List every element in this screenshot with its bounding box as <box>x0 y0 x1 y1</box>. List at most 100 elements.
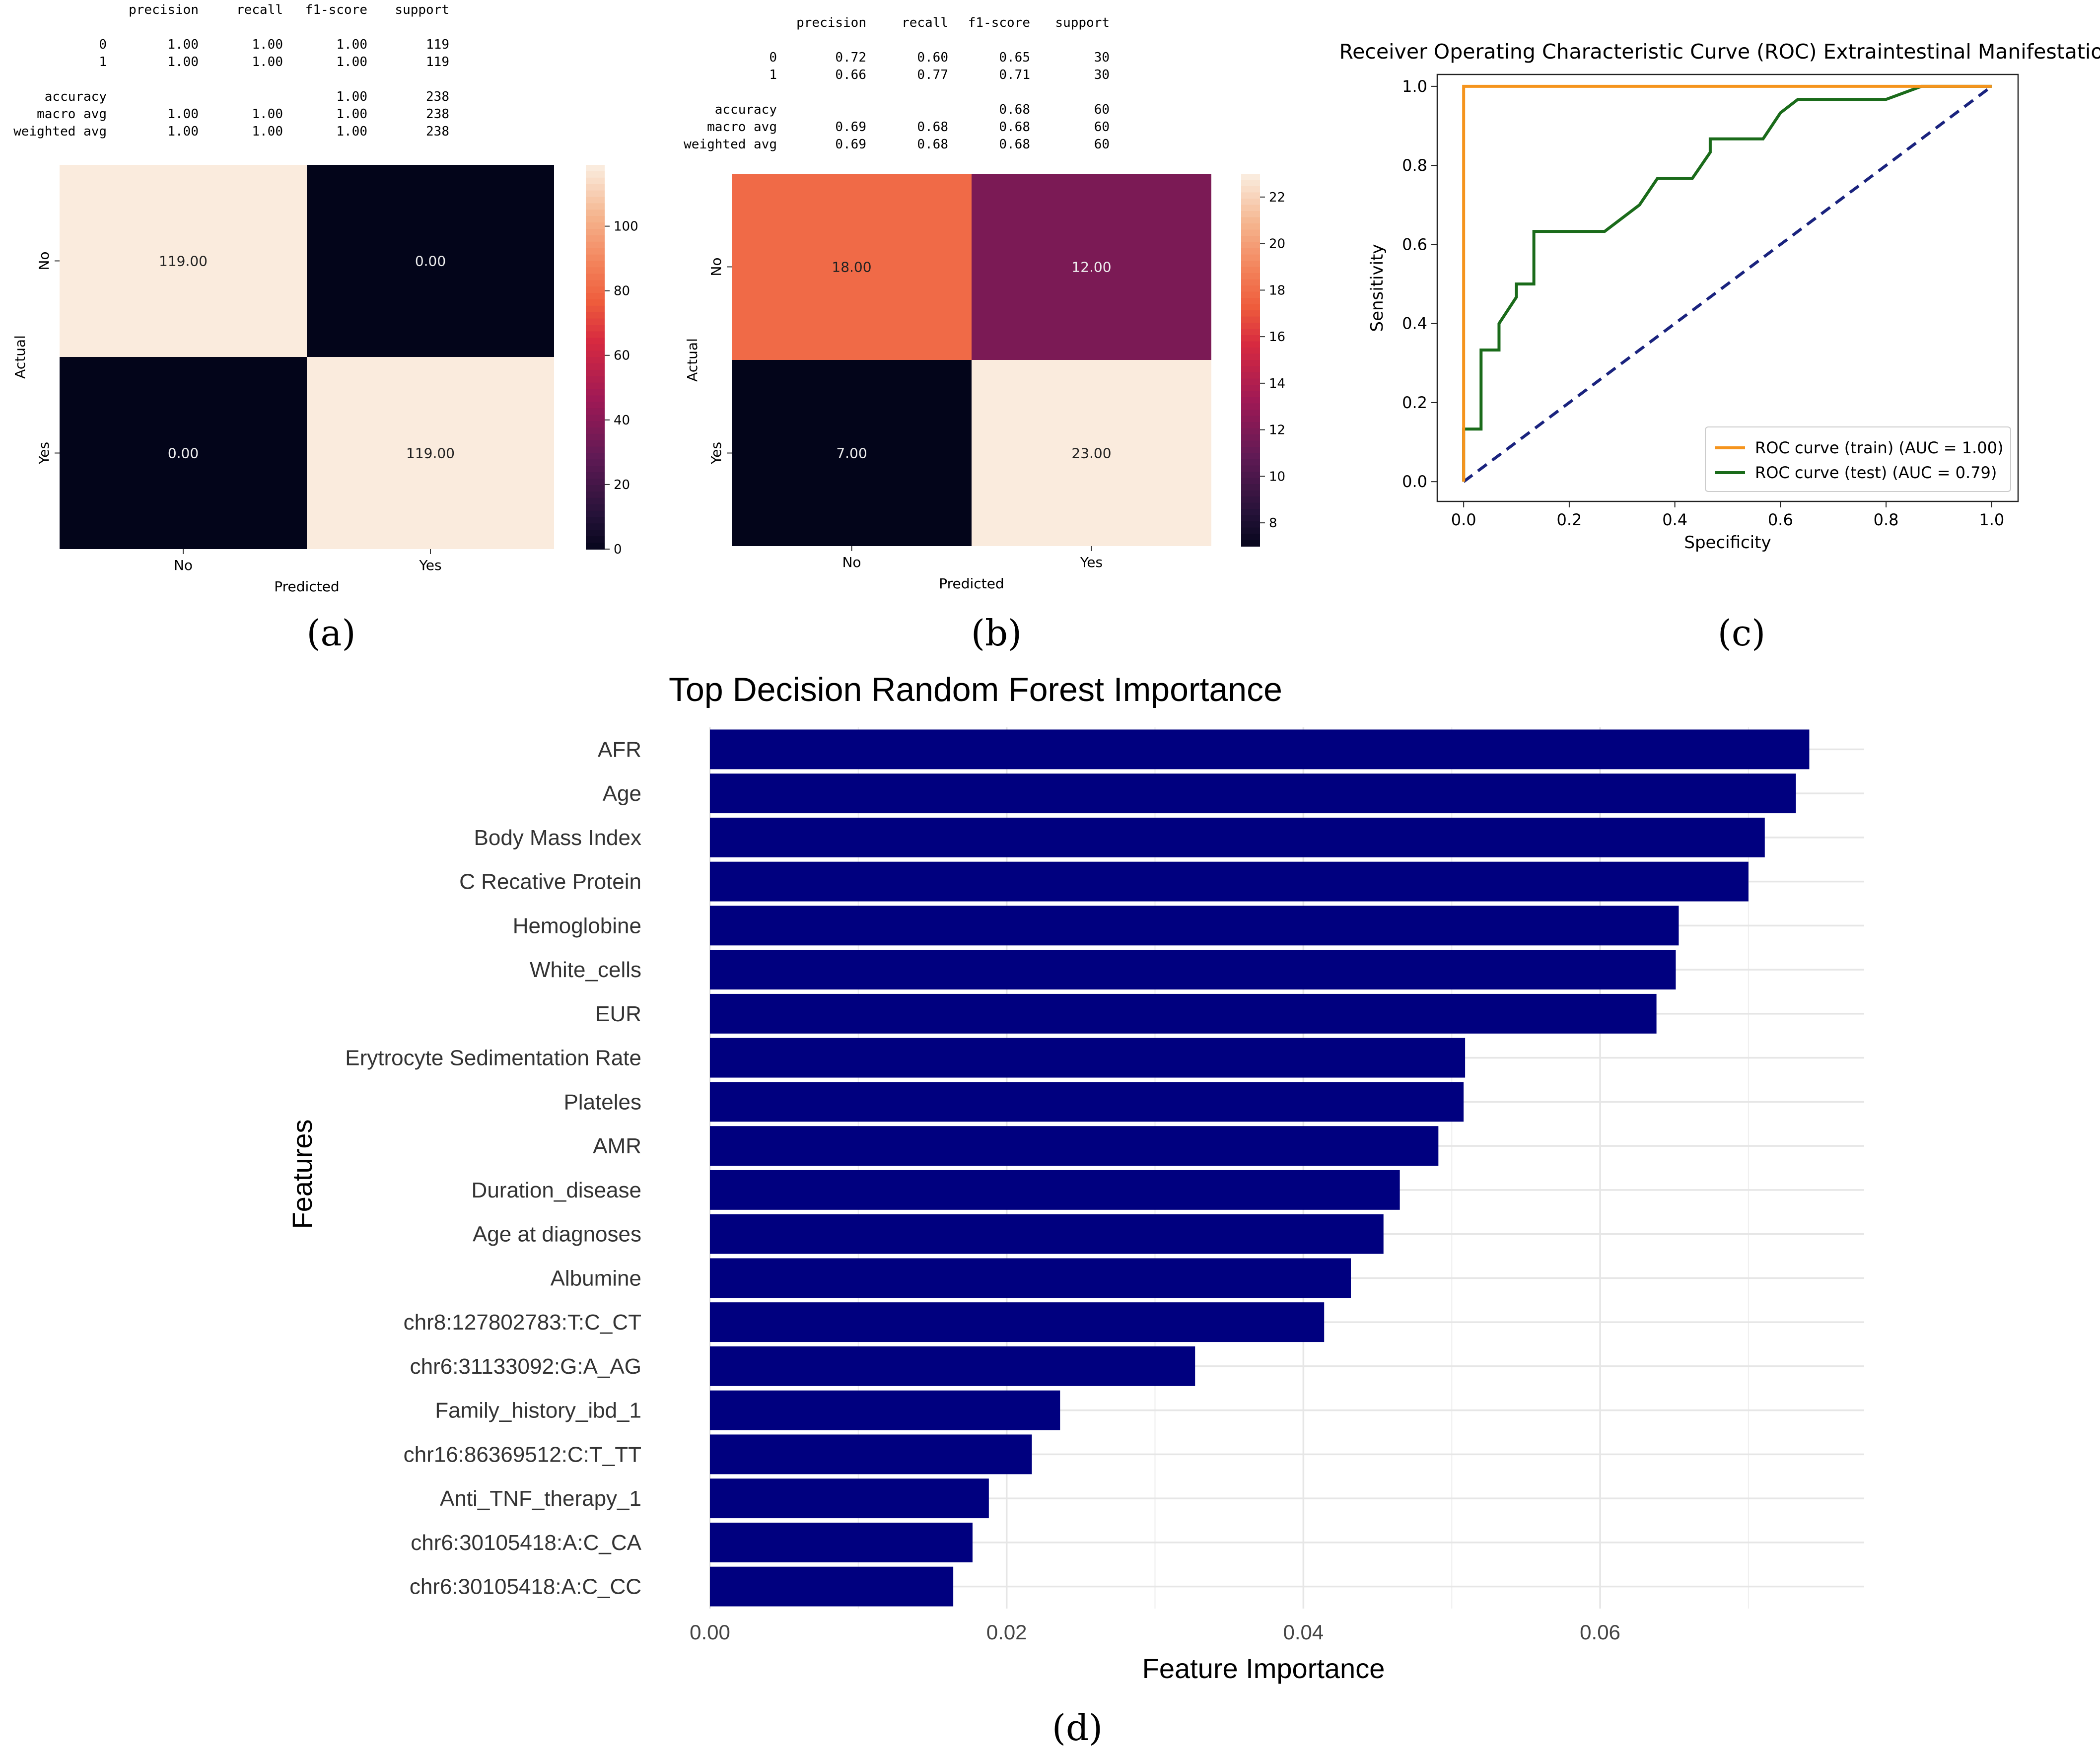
importance-bar <box>710 729 1810 770</box>
report-cell: 0.68 <box>917 120 948 135</box>
report-cell: 60 <box>1094 120 1110 135</box>
colorbar-segment <box>586 459 605 467</box>
colorbar-segment <box>586 491 605 498</box>
report-cell: 1.00 <box>336 37 367 52</box>
colorbar-segment <box>586 171 605 178</box>
colorbar-segment <box>586 286 605 293</box>
colorbar-segment <box>1241 279 1260 286</box>
colorbar-segment <box>1241 348 1260 354</box>
report-cell: 0.68 <box>999 102 1030 117</box>
report-cell: 60 <box>1094 102 1110 117</box>
panel-label-a: (a) <box>306 612 355 654</box>
colorbar-segment <box>1241 434 1260 441</box>
colorbar-segment <box>586 376 605 383</box>
roc-train-curve <box>1462 84 1992 482</box>
colorbar-segment <box>586 280 605 287</box>
colorbar-segment <box>586 485 605 492</box>
colorbar-segment <box>1241 372 1260 379</box>
colorbar-tick-label: 40 <box>614 413 630 428</box>
colorbar-segment <box>586 453 605 460</box>
colorbar-segment <box>1241 180 1260 187</box>
colorbar-segment <box>586 530 605 537</box>
report-header-precision: precision <box>796 15 866 30</box>
report-header-f1-score: f1-score <box>305 2 367 17</box>
report-cell: 0.69 <box>835 120 866 135</box>
colorbar-tick-label: 12 <box>1269 423 1285 438</box>
roc-y-tick-label: 0.2 <box>1402 393 1427 412</box>
roc-legend-box <box>1705 426 2011 492</box>
report-header-support: support <box>1055 15 1110 30</box>
feature-label: chr6:31133092:G:A_AG <box>410 1354 641 1379</box>
importance-bar <box>710 993 1657 1034</box>
colorbar-segment <box>1241 211 1260 218</box>
colorbar-segment <box>586 254 605 262</box>
colorbar-segment <box>1241 403 1260 410</box>
colorbar-tick-label: 60 <box>614 349 630 363</box>
report-cell: 1.00 <box>336 55 367 70</box>
heatmap-cell-label: 119.00 <box>406 445 455 462</box>
colorbar-segment <box>1241 353 1260 360</box>
importance-bar <box>710 861 1749 902</box>
importance-bar <box>710 1038 1466 1078</box>
colorbar-segment <box>1241 496 1260 503</box>
report-row-label: 0 <box>99 37 107 52</box>
report-cell: 0.60 <box>917 50 948 65</box>
colorbar-segment <box>586 274 605 281</box>
feature-label: Body Mass Index <box>474 826 642 850</box>
report-cell: 30 <box>1094 50 1110 65</box>
report-cell: 0.68 <box>999 137 1030 152</box>
roc-x-tick-label: 0.6 <box>1768 510 1793 529</box>
heatmap-cell <box>307 165 554 357</box>
colorbar-segment <box>586 510 605 518</box>
report-cell: 0.66 <box>835 68 866 82</box>
colorbar-segment <box>1241 323 1260 330</box>
feature-label: chr6:30105418:A:C_CC <box>410 1575 641 1599</box>
y-tick-label: No <box>708 257 724 276</box>
report-header-recall: recall <box>902 15 948 30</box>
roc-plot-frame <box>1436 73 2019 502</box>
importance-bar <box>710 1522 973 1562</box>
feature-label: Erytrocyte Sedimentation Rate <box>345 1046 641 1070</box>
colorbar-segment <box>586 497 605 505</box>
colorbar-segment <box>586 433 605 441</box>
colorbar-tick-label: 80 <box>614 284 630 299</box>
x-tick-label: Yes <box>1080 554 1103 570</box>
roc-test-curve <box>1462 84 1992 482</box>
heatmap-cell-label: 18.00 <box>832 259 871 276</box>
importance-bar <box>710 1302 1325 1342</box>
colorbar-segment <box>1241 217 1260 224</box>
report-row-label: macro avg <box>37 107 107 122</box>
report-cell: 119 <box>426 55 449 70</box>
colorbar-segment <box>1241 484 1260 491</box>
colorbar-segment <box>1241 515 1260 522</box>
roc-y-axis-label: Sensitivity <box>1367 244 1387 332</box>
report-cell: 1.00 <box>252 55 283 70</box>
colorbar-segment <box>586 382 605 390</box>
colorbar-segment <box>1241 410 1260 417</box>
feature-label: Age <box>603 781 641 806</box>
heatmap-cell-label: 12.00 <box>1071 259 1111 276</box>
colorbar-segment <box>586 293 605 300</box>
colorbar-segment <box>1241 341 1260 348</box>
importance-bar <box>710 774 1796 814</box>
importance-bar <box>710 1478 989 1519</box>
importance-bar <box>710 1434 1032 1475</box>
roc-y-tick-label: 0.0 <box>1402 472 1427 491</box>
report-cell: 0.68 <box>999 120 1030 135</box>
importance-bar <box>710 1390 1060 1430</box>
colorbar-segment <box>1241 304 1260 311</box>
importance-bar <box>710 906 1679 946</box>
panel-label-d: (d) <box>1052 1707 1103 1749</box>
feature-label: White_cells <box>530 958 641 982</box>
roc-x-tick-label: 0.8 <box>1874 510 1899 529</box>
colorbar-segment <box>586 184 605 191</box>
importance-bar <box>710 950 1676 990</box>
colorbar-segment <box>586 440 605 447</box>
roc-y-tick-label: 0.4 <box>1402 314 1427 333</box>
report-header-precision: precision <box>129 2 199 17</box>
report-cell: 1.00 <box>252 107 283 122</box>
colorbar-segment <box>1241 527 1260 534</box>
colorbar-segment <box>586 203 605 211</box>
colorbar-segment <box>586 369 605 377</box>
colorbar-tick-label: 22 <box>1269 190 1285 205</box>
